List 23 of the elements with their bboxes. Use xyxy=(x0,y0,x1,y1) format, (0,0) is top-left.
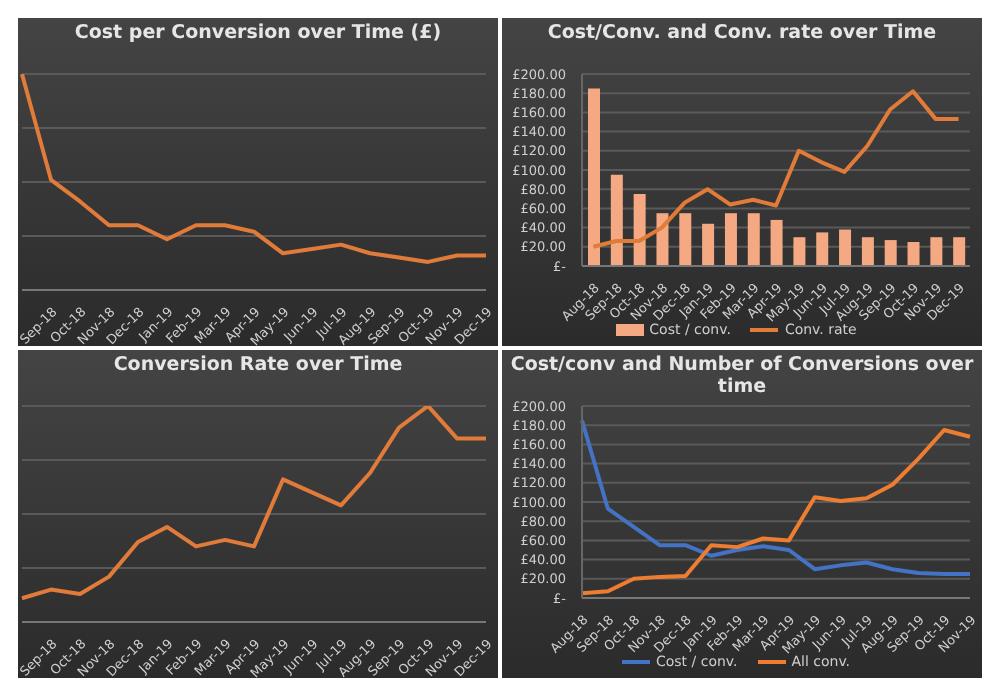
line-series xyxy=(580,418,972,576)
bar xyxy=(770,219,783,266)
chart-title: Cost/conv and Number of Conversions over time xyxy=(508,352,976,398)
bar xyxy=(861,237,874,266)
bar xyxy=(610,174,623,266)
bar xyxy=(953,237,966,266)
line-series xyxy=(591,89,961,249)
line-series xyxy=(580,428,972,596)
chart-title: Cost/Conv. and Conv. rate over Time xyxy=(545,20,939,48)
bar xyxy=(633,194,646,266)
bar xyxy=(679,213,692,266)
bar xyxy=(702,223,715,266)
bar xyxy=(793,237,806,266)
bar xyxy=(816,232,829,266)
bar xyxy=(907,242,920,266)
bar xyxy=(884,240,897,266)
chart-title: Conversion Rate over Time xyxy=(111,352,405,380)
bar xyxy=(724,213,737,266)
bar xyxy=(930,237,943,266)
bar xyxy=(839,229,852,266)
chart-title: Cost per Conversion over Time (£) xyxy=(72,20,444,48)
bar xyxy=(747,213,760,266)
bar xyxy=(588,88,600,266)
